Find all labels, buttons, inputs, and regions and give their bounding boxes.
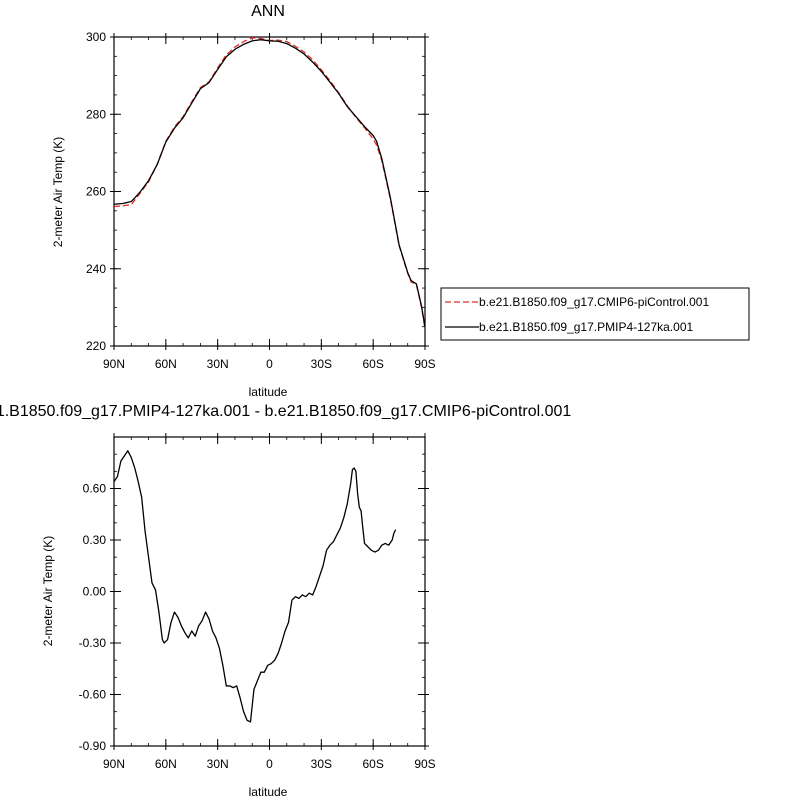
x-tick-label: 90N <box>103 357 125 371</box>
y-axis-label: 2-meter Air Temp (K) <box>51 137 65 247</box>
y-tick-label: 0.00 <box>83 585 107 599</box>
x-axis-label: latitude <box>249 785 288 799</box>
series-line-2 <box>113 39 426 328</box>
chart-title: b.e21.B1850.f09_g17.PMIP4-127ka.001 - b.… <box>0 403 571 420</box>
y-tick-label: 0.30 <box>83 533 107 547</box>
x-tick-label: 60N <box>155 757 177 771</box>
y-tick-label: -0.90 <box>79 739 107 753</box>
temperature-panel: ANN 2-meter Air Temp (K) latitude 220 240… <box>51 3 750 399</box>
plot-frame <box>113 436 426 747</box>
y-tick-label: 280 <box>86 107 106 121</box>
x-tick-label: 60S <box>362 357 383 371</box>
difference-panel: b.e21.B1850.f09_g17.PMIP4-127ka.001 - b.… <box>0 403 571 799</box>
plot-area: 220 240 260 280 300 90N 60N 30N 0 30S 60S 90S <box>86 30 436 371</box>
plot-frame <box>113 36 426 347</box>
x-tick-label: 90S <box>414 757 435 771</box>
y-tick-label: 240 <box>86 262 106 276</box>
y-tick-label: 300 <box>86 30 106 44</box>
legend-label-1: b.e21.B1850.f09_g17.CMIP6-piControl.001 <box>479 295 709 309</box>
y-tick-label: 220 <box>86 339 106 353</box>
legend: b.e21.B1850.f09_g17.CMIP6-piControl.001b… <box>440 287 750 341</box>
series-line-1 <box>113 37 426 329</box>
x-tick-label: 0 <box>266 757 273 771</box>
series-line-1 <box>113 450 397 723</box>
x-tick-label: 30N <box>207 357 229 371</box>
y-tick-label: -0.30 <box>79 636 107 650</box>
x-tick-label: 30S <box>311 757 332 771</box>
legend-box <box>440 287 750 341</box>
x-axis-label: latitude <box>249 385 288 399</box>
y-tick-label: 0.60 <box>83 482 107 496</box>
chart-title: ANN <box>251 3 285 20</box>
legend-label-2: b.e21.B1850.f09_g17.PMIP4-127ka.001 <box>479 320 693 334</box>
x-tick-label: 0 <box>266 357 273 371</box>
y-axis-label: 2-meter Air Temp (K) <box>41 536 55 646</box>
x-tick-label: 90S <box>414 357 435 371</box>
x-tick-label: 60S <box>362 757 383 771</box>
y-tick-label: -0.60 <box>79 688 107 702</box>
y-tick-label: 260 <box>86 185 106 199</box>
plot-area: -0.90 -0.60 -0.30 0.00 0.30 0.60 90N 60N 30N 0 30S… <box>79 433 436 771</box>
x-tick-label: 90N <box>103 757 125 771</box>
x-tick-label: 30S <box>311 357 332 371</box>
x-tick-label: 30N <box>207 757 229 771</box>
x-tick-label: 60N <box>155 357 177 371</box>
